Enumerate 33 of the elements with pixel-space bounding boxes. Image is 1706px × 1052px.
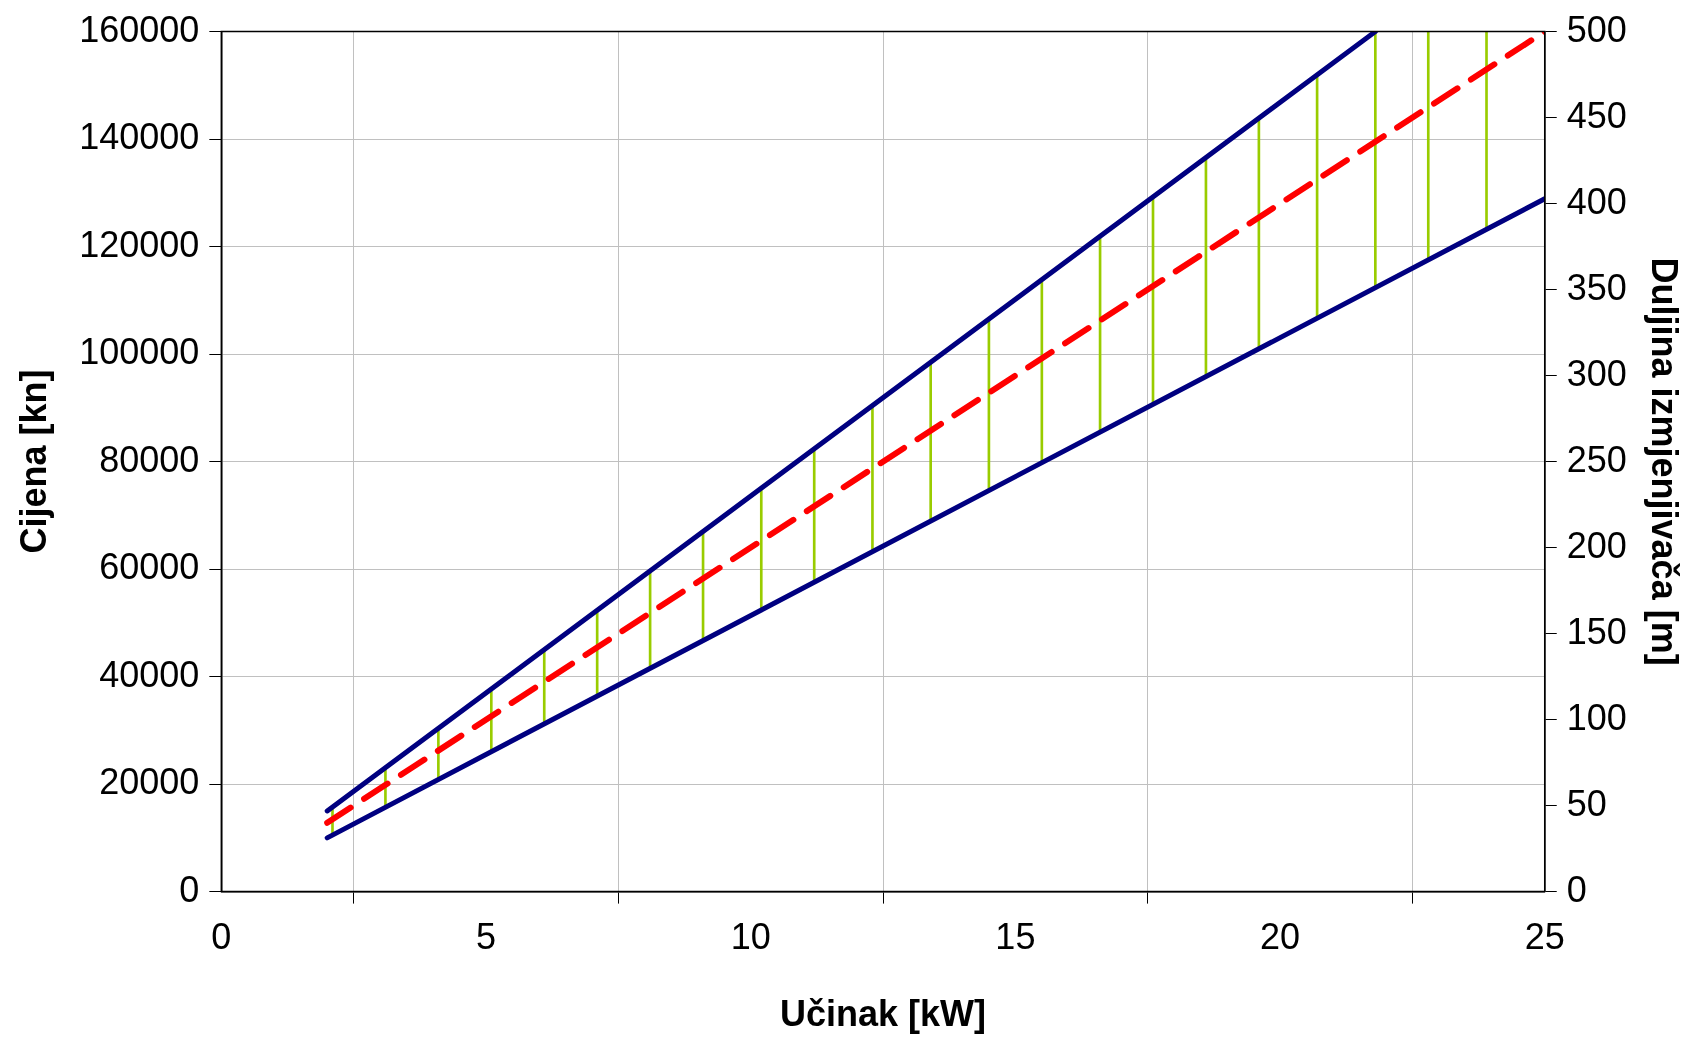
y-tick-label: 100000 [79,331,200,373]
y-tick-label: 0 [179,868,200,910]
y2-tick-label: 300 [1566,352,1627,394]
y2-tick-label: 500 [1566,8,1627,50]
y2-axis-title: Duljina izmjenjivača [m] [1644,257,1686,666]
y-tick-label: 60000 [99,546,200,588]
x-tick-label: 25 [1524,916,1565,958]
x-tick-label: 10 [730,916,771,958]
x-tick-label: 5 [475,916,497,958]
y2-tick-label: 150 [1566,610,1627,652]
bar [812,448,816,583]
y-tick-label: 160000 [79,8,200,50]
y-tick-label: 120000 [79,223,200,265]
y2-tick-label: 350 [1566,266,1627,308]
x-tick-label: 15 [995,916,1036,958]
bar [759,487,763,611]
y2-tick-label: 0 [1566,868,1587,910]
bar [1374,31,1377,288]
y2-tick-label: 200 [1566,524,1627,566]
y2-tick-label: 250 [1566,438,1627,480]
x-tick-label: 0 [211,916,232,958]
y-tick-label: 80000 [99,438,200,480]
y2-tick-label: 400 [1566,180,1627,222]
x-axis-title: Učinak [kW] [780,993,987,1035]
y-axis-title: Cijena [kn] [12,369,54,554]
y-tick-label: 40000 [99,653,200,695]
y-tick-label: 140000 [79,116,200,158]
y-tick-label: 20000 [99,761,200,803]
y2-tick-label: 100 [1566,696,1627,738]
y2-tick-label: 450 [1566,94,1627,136]
bar [1485,31,1488,230]
y2-tick-label: 50 [1566,782,1607,824]
x-tick-label: 20 [1260,916,1301,958]
